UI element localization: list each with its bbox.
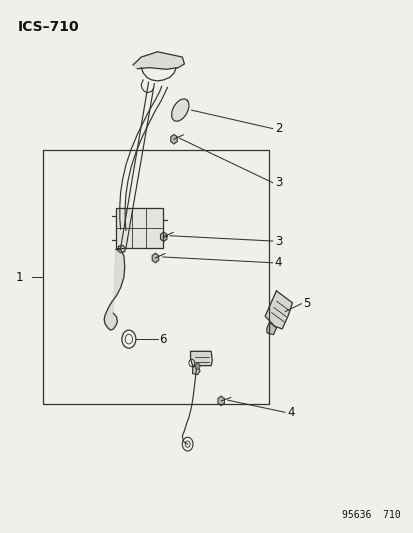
- Polygon shape: [152, 253, 158, 263]
- Text: 4: 4: [274, 256, 282, 269]
- Polygon shape: [192, 366, 199, 375]
- Text: 2: 2: [274, 122, 282, 135]
- Text: 3: 3: [274, 235, 282, 247]
- Polygon shape: [171, 99, 188, 121]
- Circle shape: [195, 363, 199, 369]
- Polygon shape: [190, 351, 212, 366]
- Polygon shape: [133, 52, 184, 69]
- Text: 3: 3: [274, 176, 282, 189]
- Polygon shape: [266, 322, 276, 335]
- Polygon shape: [170, 134, 177, 144]
- Polygon shape: [104, 249, 124, 330]
- Text: 4: 4: [287, 406, 294, 419]
- Text: 5: 5: [302, 297, 310, 310]
- Polygon shape: [264, 291, 292, 329]
- Polygon shape: [117, 245, 125, 253]
- Polygon shape: [160, 232, 166, 241]
- Polygon shape: [115, 208, 163, 248]
- Text: 6: 6: [159, 333, 166, 345]
- Polygon shape: [218, 396, 224, 406]
- Text: 1: 1: [15, 271, 23, 284]
- Text: ICS–710: ICS–710: [18, 20, 79, 34]
- Text: 95636  710: 95636 710: [341, 510, 399, 520]
